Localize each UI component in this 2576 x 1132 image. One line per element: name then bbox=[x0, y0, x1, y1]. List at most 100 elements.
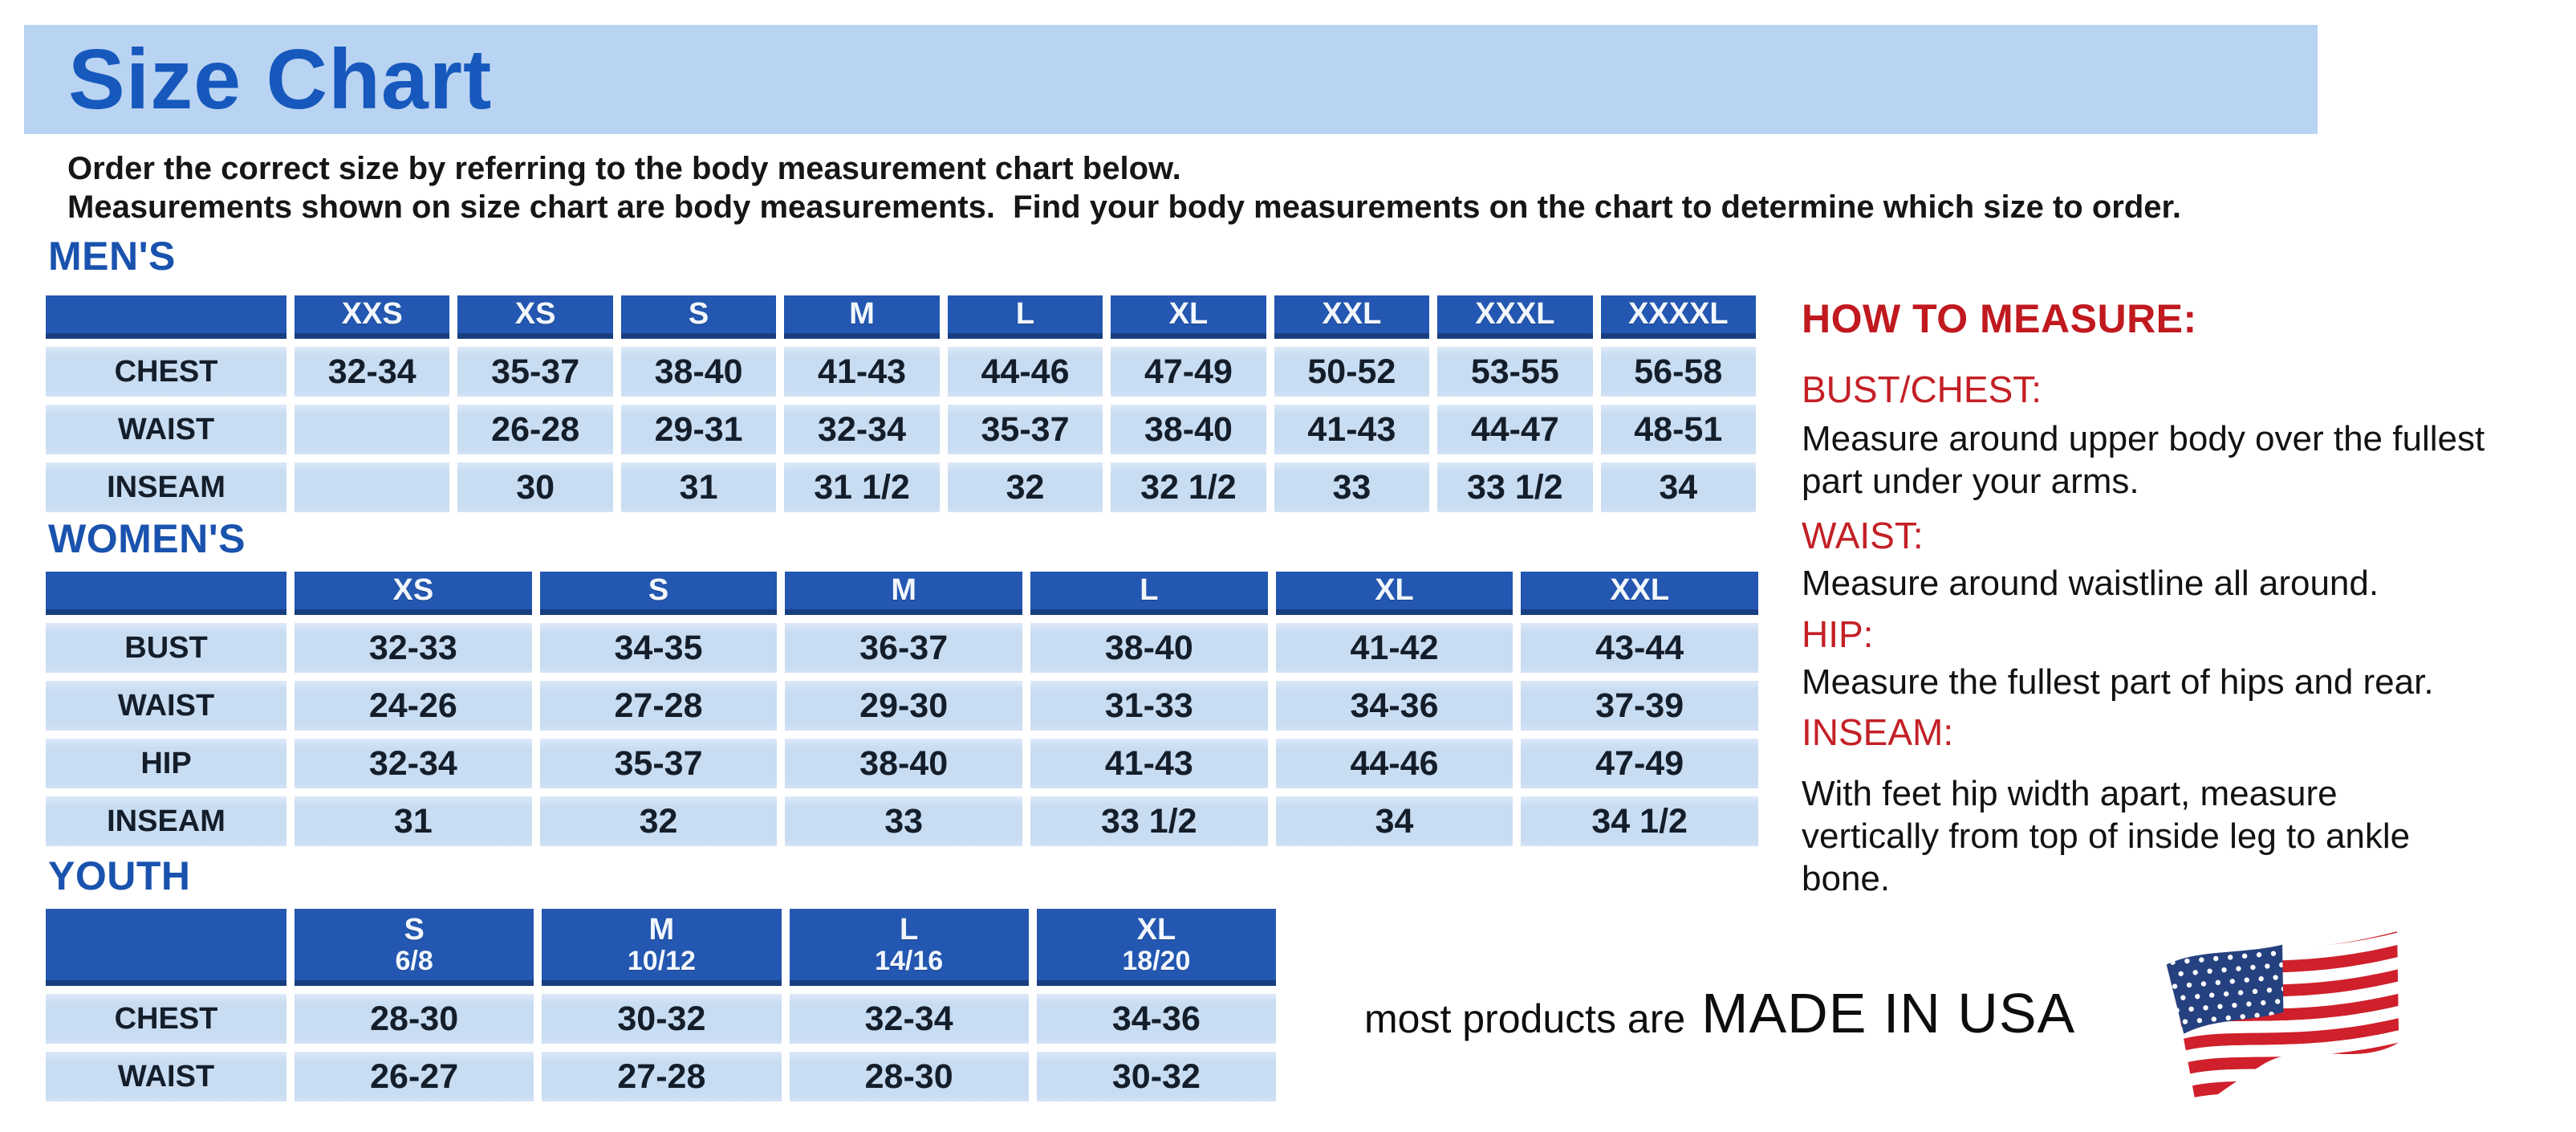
table-corner-cell bbox=[46, 295, 286, 339]
table-cell: 33 bbox=[1274, 462, 1430, 512]
table-cell: 30-32 bbox=[542, 994, 782, 1044]
table-cell: 32 bbox=[947, 462, 1103, 512]
table-header-cell: XS bbox=[295, 572, 532, 615]
table-cell: 32-34 bbox=[295, 347, 450, 397]
table-cell: 31-33 bbox=[1030, 681, 1268, 731]
how-to-measure-title: HOW TO MEASURE: bbox=[1802, 296, 2197, 341]
table-cell: 38-40 bbox=[1030, 623, 1268, 673]
table-cell: 34-35 bbox=[539, 623, 778, 673]
table-cell: 38-40 bbox=[785, 739, 1022, 788]
table-corner-cell bbox=[46, 572, 286, 615]
inseam-heading: INSEAM: bbox=[1802, 711, 1954, 753]
inseam-text: With feet hip width apart, measure verti… bbox=[1802, 774, 2411, 898]
table-cell: 41-43 bbox=[1274, 405, 1430, 454]
hip-text: Measure the fullest part of hips and rea… bbox=[1802, 662, 2434, 702]
table-cell: 32-34 bbox=[784, 405, 940, 454]
us-flag-icon bbox=[2167, 931, 2407, 1104]
table-header-cell: S bbox=[620, 295, 777, 339]
table-corner-cell bbox=[46, 909, 286, 986]
size-range-label: 10/12 bbox=[627, 945, 696, 976]
table-cell: 29-30 bbox=[785, 681, 1022, 731]
table-header-cell: XXL bbox=[1274, 295, 1430, 339]
intro-line-2: Measurements shown on size chart are bod… bbox=[67, 189, 2181, 225]
table-cell: 35-37 bbox=[457, 347, 613, 397]
table-cell: 34-36 bbox=[1036, 994, 1276, 1044]
table-header-cell: L bbox=[947, 295, 1103, 339]
table-cell: 29-31 bbox=[620, 405, 777, 454]
table-cell: 30-32 bbox=[1036, 1052, 1276, 1101]
footer-emphasis: MADE IN USA bbox=[1701, 982, 2076, 1044]
table-cell: 50-52 bbox=[1274, 347, 1430, 397]
table-header-cell: XL 18/20 bbox=[1036, 909, 1276, 986]
table-row-label: CHEST bbox=[46, 347, 286, 397]
table-header-cell: XL bbox=[1275, 572, 1514, 615]
table-cell: 32 1/2 bbox=[1111, 462, 1266, 512]
table-header-cell: M bbox=[784, 295, 940, 339]
womens-size-table: XS S M L XL XXL BUST 32-33 34-35 36-37 38-40 41-42 4… bbox=[46, 572, 1758, 846]
table-cell: 27-28 bbox=[542, 1052, 782, 1101]
table-cell: 34 bbox=[1600, 462, 1756, 512]
table-cell: 28-30 bbox=[789, 1052, 1029, 1101]
youth-size-table: S 6/8 M 10/12 L 14/16 XL 18/20 CHEST 28-30 30-32 32… bbox=[46, 909, 1276, 1101]
table-cell: 37-39 bbox=[1521, 681, 1758, 731]
table-cell: 47-49 bbox=[1111, 347, 1266, 397]
table-header-cell: XXXL bbox=[1437, 295, 1593, 339]
table-header-cell: XXL bbox=[1521, 572, 1758, 615]
table-header-cell: M bbox=[785, 572, 1022, 615]
table-row-label: WAIST bbox=[46, 405, 286, 454]
table-cell: 47-49 bbox=[1521, 739, 1758, 788]
table-header-cell: XXXXL bbox=[1600, 295, 1756, 339]
page-title: Size Chart bbox=[68, 32, 493, 127]
table-cell: 36-37 bbox=[785, 623, 1022, 673]
table-cell: 31 bbox=[295, 796, 532, 846]
table-cell: 26-28 bbox=[457, 405, 613, 454]
table-cell: 48-51 bbox=[1600, 405, 1756, 454]
table-row-label: BUST bbox=[46, 623, 286, 673]
table-header-cell: S bbox=[539, 572, 778, 615]
youth-section-label: YOUTH bbox=[48, 853, 191, 898]
size-label: S bbox=[404, 912, 425, 947]
table-header-cell: XS bbox=[457, 295, 613, 339]
table-header-cell: L 14/16 bbox=[789, 909, 1029, 986]
table-cell: 30 bbox=[457, 462, 613, 512]
table-cell bbox=[295, 405, 450, 454]
table-row-label: WAIST bbox=[46, 681, 286, 731]
table-cell: 44-46 bbox=[947, 347, 1103, 397]
table-cell: 24-26 bbox=[295, 681, 532, 731]
table-cell: 34 bbox=[1275, 796, 1514, 846]
table-cell: 32-34 bbox=[295, 739, 532, 788]
table-cell: 41-43 bbox=[784, 347, 940, 397]
table-row-label: WAIST bbox=[46, 1052, 286, 1101]
table-header-cell: S 6/8 bbox=[295, 909, 534, 986]
table-cell: 32-33 bbox=[295, 623, 532, 673]
table-cell: 44-46 bbox=[1275, 739, 1514, 788]
hip-heading: HIP: bbox=[1802, 613, 1874, 655]
table-cell: 31 1/2 bbox=[784, 462, 940, 512]
size-label: L bbox=[900, 912, 919, 947]
table-cell: 27-28 bbox=[539, 681, 778, 731]
intro-line-1: Order the correct size by referring to t… bbox=[67, 151, 1181, 186]
table-cell: 33 bbox=[785, 796, 1022, 846]
table-row-label: CHEST bbox=[46, 994, 286, 1044]
table-cell: 41-43 bbox=[1030, 739, 1268, 788]
table-cell: 33 1/2 bbox=[1030, 796, 1268, 846]
table-cell: 44-47 bbox=[1437, 405, 1593, 454]
mens-size-table: XXS XS S M L XL XXL XXXL XXXXL CHEST 32-34 35-37 38-… bbox=[46, 295, 1756, 512]
footer-prefix: most products are bbox=[1364, 996, 1686, 1041]
table-cell: 56-58 bbox=[1600, 347, 1756, 397]
made-in-usa-line: most products are MADE IN USA bbox=[1364, 981, 2075, 1045]
size-range-label: 18/20 bbox=[1122, 945, 1191, 976]
table-cell: 53-55 bbox=[1437, 347, 1593, 397]
waist-heading: WAIST: bbox=[1802, 515, 1924, 556]
table-cell: 35-37 bbox=[947, 405, 1103, 454]
table-row-label: HIP bbox=[46, 739, 286, 788]
table-cell: 41-42 bbox=[1275, 623, 1514, 673]
table-cell: 31 bbox=[620, 462, 777, 512]
table-cell: 32-34 bbox=[789, 994, 1029, 1044]
size-label: XL bbox=[1136, 912, 1176, 947]
table-cell: 32 bbox=[539, 796, 778, 846]
table-cell bbox=[295, 462, 450, 512]
table-cell: 38-40 bbox=[1111, 405, 1266, 454]
table-cell: 38-40 bbox=[620, 347, 777, 397]
